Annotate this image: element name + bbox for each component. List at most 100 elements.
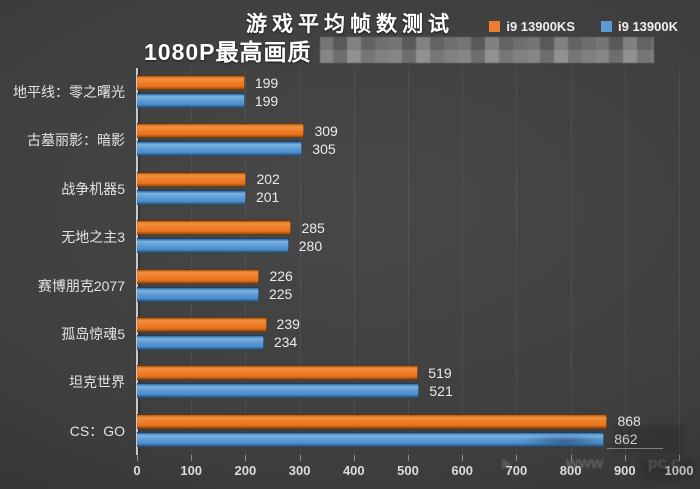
bar-line: 285 [137, 219, 679, 236]
bar-orange [137, 413, 608, 429]
bar-group: 无地之主3 285 280 [61, 213, 679, 261]
axis-tick [191, 455, 193, 461]
value-label: 868 [617, 413, 641, 430]
value-label: 305 [312, 140, 336, 157]
bar-line: 226 [137, 268, 679, 284]
x-tick-label: 300 [288, 463, 311, 478]
gridline [191, 68, 193, 455]
legend-label: i9 13900K [618, 19, 678, 34]
axis-tick [299, 455, 301, 461]
x-tick-label: 500 [397, 463, 419, 478]
bar-line: 239 [137, 316, 679, 333]
axis-tick [624, 455, 626, 461]
legend-item-13900ks: i9 13900KS [489, 19, 575, 34]
value-label: 285 [301, 219, 325, 236]
value-label: 519 [428, 364, 452, 381]
x-tick-label: 200 [234, 463, 257, 478]
axis-tick [353, 455, 355, 461]
value-label: 199 [254, 74, 279, 91]
axis-tick [408, 455, 409, 461]
watermark-blob [640, 458, 695, 480]
bar-orange [137, 171, 247, 187]
bar-blue [137, 383, 420, 399]
y-axis-line [136, 68, 138, 455]
censor-mosaic [320, 37, 654, 63]
axis-tick [462, 455, 464, 461]
value-label: 239 [276, 316, 300, 333]
x-tick-label: 600 [451, 463, 474, 478]
bar-line: 225 [137, 286, 679, 302]
category-label: 无地之主3 [61, 229, 125, 246]
x-tick-label: 700 [505, 463, 528, 478]
bar-blue [137, 286, 259, 302]
x-tick-label: 900 [613, 463, 636, 478]
bar-orange [137, 316, 267, 332]
x-tick-label: 1000 [664, 463, 694, 478]
bar-line: 199 [137, 74, 679, 91]
bar-line: 199 [137, 92, 679, 109]
gridline [353, 68, 355, 455]
axis-tick [516, 455, 518, 461]
legend-item-13900k: i9 13900K [601, 19, 678, 34]
bar-blue [137, 141, 303, 157]
bar-line: 201 [137, 189, 679, 206]
bar-line: 519 [137, 364, 679, 381]
watermark-fragment: pc.c [648, 455, 681, 472]
bar-orange [137, 75, 245, 90]
value-label: 226 [269, 268, 293, 284]
legend-swatch-blue-icon [601, 21, 612, 32]
bar-group: 地平线：零之曙光 199 199 [13, 68, 679, 116]
watermark-fragment: www [566, 455, 604, 472]
x-tick-label: 800 [559, 463, 582, 478]
x-axis: 0 100 200 300 400 500 600 700 800 900 1000 [133, 455, 693, 485]
gridline [570, 68, 572, 455]
bar-group: 战争机器5 202 201 [61, 165, 679, 213]
value-label: 309 [314, 122, 338, 139]
category-label: 地平线：零之曙光 [13, 84, 125, 100]
bar-orange [137, 365, 419, 381]
watermark-smudge [523, 435, 605, 448]
bar-blue [137, 189, 246, 205]
gridline [408, 68, 409, 455]
watermark-arrow-icon [502, 458, 512, 470]
value-label: 201 [255, 189, 280, 206]
x-tick-label: 100 [180, 463, 203, 478]
category-label: 坦克世界 [69, 374, 125, 391]
plot-area: 地平线：零之曙光 199 199 古墓丽影：暗影 309 305 战争机器5 202 201 无地… [13, 68, 680, 455]
axis-tick [245, 455, 247, 461]
watermark-blob [614, 425, 684, 453]
bar-line: 305 [137, 140, 679, 157]
bar-line: 521 [137, 382, 679, 399]
gridline [299, 68, 301, 455]
bar-line: 862 [137, 431, 679, 448]
value-label: 234 [273, 334, 298, 351]
legend-label: i9 13900KS [506, 19, 575, 34]
gridline [679, 68, 680, 455]
chart-subtitle: 1080P最高画质 [144, 39, 312, 65]
legend-swatch-orange-icon [489, 21, 501, 32]
gridline [462, 68, 464, 455]
value-label: 862 [614, 431, 638, 448]
x-tick-label: 400 [342, 463, 365, 478]
category-label: CS：GO [69, 422, 125, 439]
value-label: 202 [256, 171, 280, 188]
bar-blue [137, 238, 289, 254]
bar-group: 赛博朋克2077 226 225 [38, 262, 679, 310]
bar-group: 古墓丽影：暗影 309 305 [27, 116, 679, 164]
bar-group: CS：GO 868 862 [70, 407, 679, 455]
gridline [245, 68, 247, 455]
axis-tick [137, 455, 138, 461]
value-label: 225 [268, 286, 293, 302]
axis-tick [679, 455, 680, 461]
gridline [624, 68, 626, 455]
axis-tick [570, 455, 572, 461]
bar-blue [137, 93, 245, 108]
value-label: 199 [254, 92, 279, 109]
bar-line: 234 [137, 334, 679, 351]
value-label: 521 [429, 382, 453, 399]
value-label: 280 [298, 237, 323, 254]
gridline [516, 68, 518, 455]
bar-line: 868 [137, 413, 679, 430]
category-label: 战争机器5 [61, 180, 125, 197]
